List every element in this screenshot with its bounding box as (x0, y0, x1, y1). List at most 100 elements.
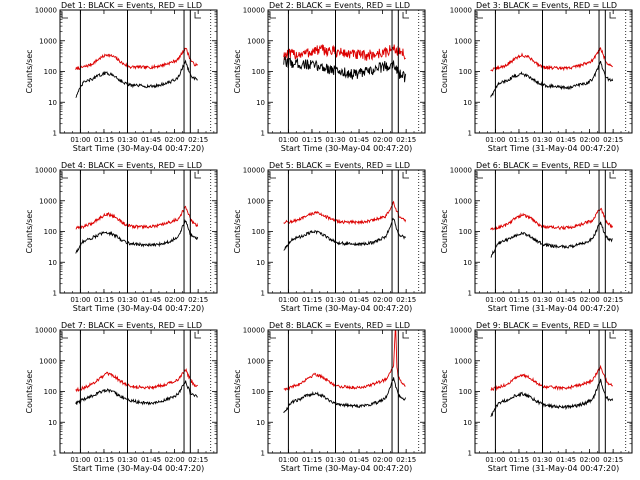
y-tick-label: 10000 (35, 167, 57, 175)
y-tick-label: 1000 (454, 37, 472, 45)
plot-frame (267, 169, 426, 294)
series-line-lld (283, 330, 406, 392)
y-axis-label: Counts/sec (25, 369, 34, 413)
y-axis-label: Counts/sec (25, 49, 34, 93)
y-tick-label: 10000 (35, 327, 57, 335)
series-line-lld (75, 205, 199, 231)
x-tick-label: 02:15 (603, 136, 623, 144)
interval-bracket-marker (402, 332, 410, 339)
y-axis-label: Counts/sec (233, 49, 242, 93)
panel-title: Det 4: BLACK = Events, RED = LLD (61, 161, 202, 170)
panel-title: Det 1: BLACK = Events, RED = LLD (61, 1, 202, 10)
x-tick-label: 01:45 (349, 136, 369, 144)
interval-bracket-marker (194, 332, 202, 339)
y-tick-label: 100 (252, 228, 265, 236)
x-tick-label: 02:15 (603, 456, 623, 464)
x-tick-label: 02:00 (165, 296, 185, 304)
x-tick-label: 01:30 (532, 456, 552, 464)
interval-bracket-marker (194, 172, 202, 179)
x-axis-label: Start Time (30-May-04 00:47:20) (73, 144, 204, 153)
x-tick-label: 02:00 (580, 136, 600, 144)
x-tick-label: 01:00 (278, 136, 298, 144)
interval-bracket-marker (61, 332, 68, 339)
y-tick-label: 100 (252, 388, 265, 396)
x-tick-label: 01:30 (532, 136, 552, 144)
interval-bracket-marker (476, 12, 483, 19)
plot-frame (59, 9, 218, 134)
x-tick-label: 01:15 (302, 456, 322, 464)
y-tick-label: 1 (468, 450, 472, 458)
y-tick-label: 10 (256, 259, 265, 267)
x-tick-label: 01:45 (349, 456, 369, 464)
interval-bracket-marker (61, 12, 68, 19)
x-tick-label: 01:45 (349, 296, 369, 304)
y-tick-label: 10000 (450, 167, 472, 175)
y-axis-label: Counts/sec (233, 369, 242, 413)
x-tick-label: 01:15 (509, 136, 529, 144)
y-tick-label: 1000 (39, 197, 57, 205)
y-tick-label: 1000 (247, 197, 265, 205)
y-tick-label: 1 (53, 290, 57, 298)
y-tick-label: 1000 (39, 37, 57, 45)
x-tick-label: 01:15 (302, 296, 322, 304)
x-tick-label: 02:00 (580, 296, 600, 304)
plot-frame (474, 169, 633, 294)
y-tick-label: 10 (463, 99, 472, 107)
x-tick-label: 01:15 (94, 136, 114, 144)
x-tick-label: 02:00 (580, 456, 600, 464)
series-line-events (75, 59, 198, 98)
x-axis-label: Start Time (30-May-04 00:47:20) (73, 304, 204, 313)
y-axis-label: Counts/sec (440, 49, 449, 93)
series-line-lld (75, 47, 199, 71)
panel-title: Det 6: BLACK = Events, RED = LLD (476, 161, 617, 170)
x-tick-label: 02:15 (188, 136, 208, 144)
y-tick-label: 10000 (450, 7, 472, 15)
x-tick-label: 01:45 (141, 296, 161, 304)
x-axis-label: Start Time (30-May-04 00:47:20) (73, 464, 204, 473)
x-tick-label: 02:15 (396, 136, 416, 144)
x-tick-label: 01:45 (141, 136, 161, 144)
x-tick-label: 02:15 (188, 296, 208, 304)
x-tick-label: 02:15 (603, 296, 623, 304)
panel-det-5: Det 5: BLACK = Events, RED = LLD 1 10 100 10… (233, 161, 426, 313)
y-tick-label: 1 (261, 130, 265, 138)
interval-bracket-marker (402, 172, 410, 179)
y-tick-label: 1000 (39, 357, 57, 365)
panel-det-7: Det 7: BLACK = Events, RED = LLD 1 10 100 10… (25, 321, 218, 473)
series-line-events (283, 55, 407, 83)
x-axis-label: Start Time (31-May-04 00:47:20) (488, 304, 619, 313)
x-tick-label: 01:00 (70, 296, 90, 304)
series-line-lld (490, 47, 613, 72)
y-tick-label: 10000 (450, 327, 472, 335)
panel-det-2: Det 2: BLACK = Events, RED = LLD 1 10 100 10… (233, 1, 426, 153)
x-tick-label: 02:00 (165, 136, 185, 144)
y-tick-label: 1000 (454, 357, 472, 365)
interval-bracket-marker (402, 12, 410, 19)
x-axis-label: Start Time (30-May-04 00:47:20) (281, 144, 412, 153)
panel-det-4: Det 4: BLACK = Events, RED = LLD 1 10 100 10… (25, 161, 218, 313)
interval-bracket-marker (269, 12, 276, 19)
interval-bracket-marker (61, 172, 68, 179)
series-line-events (490, 60, 614, 98)
x-tick-label: 01:00 (278, 296, 298, 304)
x-tick-label: 01:30 (117, 296, 137, 304)
y-tick-label: 1000 (247, 37, 265, 45)
x-tick-label: 01:45 (556, 136, 576, 144)
x-tick-label: 02:00 (373, 136, 393, 144)
x-tick-label: 01:30 (117, 136, 137, 144)
y-tick-label: 1000 (247, 357, 265, 365)
series-line-lld (490, 207, 614, 231)
y-tick-label: 10 (48, 419, 57, 427)
x-tick-label: 02:00 (165, 456, 185, 464)
interval-bracket-marker (609, 332, 617, 339)
y-tick-label: 1 (53, 130, 57, 138)
panel-title: Det 2: BLACK = Events, RED = LLD (269, 1, 410, 10)
y-tick-label: 10 (463, 419, 472, 427)
panel-det-9: Det 9: BLACK = Events, RED = LLD 1 10 100 10… (440, 321, 633, 473)
y-tick-label: 100 (44, 68, 57, 76)
series-line-lld (75, 368, 198, 393)
y-tick-label: 1 (468, 130, 472, 138)
series-line-events (490, 378, 614, 417)
plot-frame (59, 329, 218, 454)
y-tick-label: 100 (459, 228, 472, 236)
